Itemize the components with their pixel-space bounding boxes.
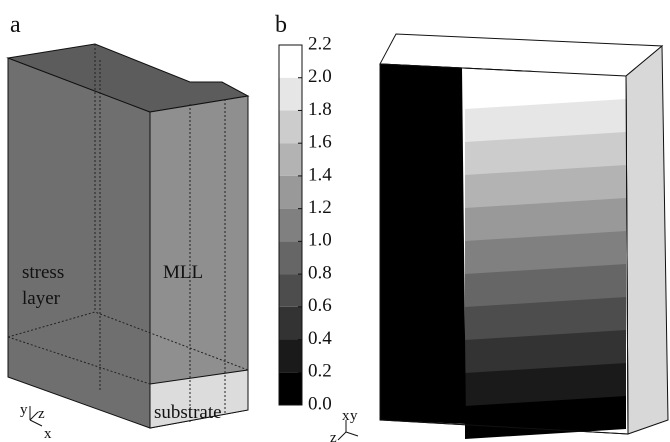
panel-b-drawing bbox=[380, 34, 668, 439]
tick-label: 0.8 bbox=[308, 262, 332, 283]
annotation: MLL bbox=[163, 262, 203, 283]
dark-region bbox=[380, 64, 466, 424]
colorbar-band bbox=[279, 176, 302, 209]
tick-label: 2.2 bbox=[308, 33, 332, 54]
panel-label: b bbox=[275, 12, 287, 38]
colorbar-band bbox=[279, 45, 302, 78]
axis-label: z bbox=[330, 430, 337, 442]
tick-label: 2.0 bbox=[308, 66, 332, 87]
tick-label: 1.0 bbox=[308, 230, 332, 251]
panel-a-drawing bbox=[8, 44, 248, 428]
tick-label: 1.2 bbox=[308, 197, 332, 218]
panel-label: a bbox=[10, 12, 21, 38]
tick-label: 0.2 bbox=[308, 361, 332, 382]
axis-label: z bbox=[38, 406, 45, 422]
colorbar-band bbox=[279, 110, 302, 143]
colorbar-band bbox=[279, 274, 302, 307]
tick-label: 1.4 bbox=[308, 164, 332, 185]
axis-label: x bbox=[44, 426, 52, 442]
colorbar-band bbox=[279, 307, 302, 340]
colorbar-band bbox=[279, 209, 302, 242]
colorbar-band bbox=[279, 340, 302, 373]
axis-label: y bbox=[350, 408, 358, 424]
colorbar-band bbox=[279, 372, 302, 405]
tick-label: 0.4 bbox=[308, 328, 332, 349]
tick-label: 1.8 bbox=[308, 99, 332, 120]
axis-label: x bbox=[342, 408, 350, 424]
colorbar-band bbox=[279, 143, 302, 176]
tick-label: 1.6 bbox=[308, 132, 332, 153]
annotation: substrate bbox=[154, 402, 222, 423]
colorbar-band bbox=[279, 241, 302, 274]
tick-label: 0.0 bbox=[308, 393, 332, 414]
annotation: stress bbox=[22, 262, 64, 283]
colorbar-band bbox=[279, 78, 302, 111]
figure: a stress layer MLL substrate y z x b x y… bbox=[0, 0, 670, 442]
annotation: layer bbox=[22, 288, 61, 309]
tick-label: 0.6 bbox=[308, 295, 332, 316]
axis-label: y bbox=[20, 402, 28, 418]
